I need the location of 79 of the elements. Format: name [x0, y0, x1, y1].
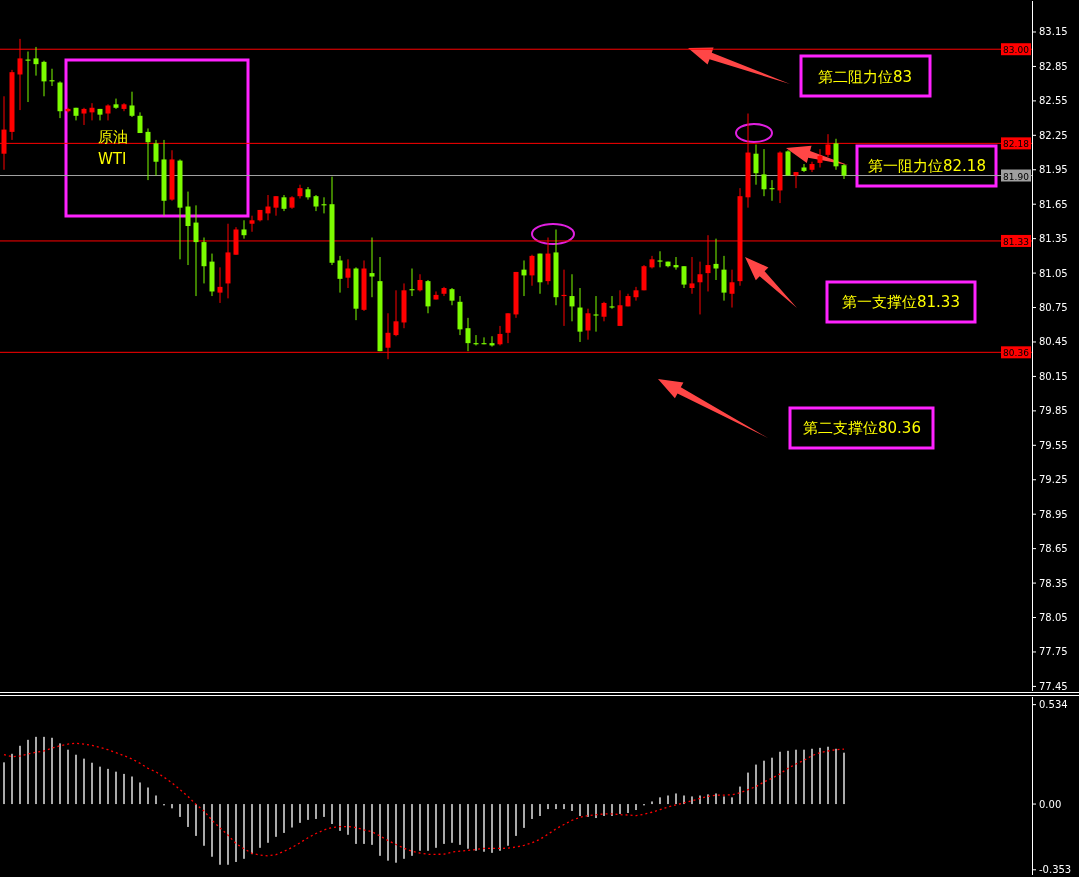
y-tick-label: 0.534 [1039, 699, 1068, 711]
candlestick [569, 273, 575, 322]
ref-line-label: 81.90 [1003, 171, 1030, 182]
y-tick-label: 82.85 [1039, 60, 1068, 72]
annotation: 第二支撑位80.36 [803, 419, 921, 437]
candlestick [369, 237, 375, 298]
y-tick-label: 78.95 [1039, 508, 1068, 520]
candlestick [833, 138, 839, 171]
candlestick [585, 308, 591, 341]
ref-line-label: 83.00 [1003, 45, 1030, 56]
candlestick [713, 238, 719, 281]
candlestick [689, 256, 695, 295]
candlestick [249, 215, 255, 233]
y-tick-label: 77.45 [1039, 680, 1068, 692]
candlestick [81, 107, 87, 126]
y-tick-label: 81.95 [1039, 164, 1068, 176]
annotation: 第二阻力位83 [817, 68, 913, 86]
candlestick [145, 127, 151, 181]
line-series [3, 742, 845, 857]
candlestick [113, 98, 119, 110]
candlestick [609, 295, 615, 310]
candlestick [801, 163, 807, 173]
y-tick-label: 80.15 [1039, 370, 1068, 382]
candlestick [681, 265, 687, 289]
candlestick [729, 269, 735, 309]
candlestick [489, 335, 495, 348]
y-tick-label: 0.00 [1039, 798, 1062, 810]
candlestick [721, 255, 727, 302]
y-tick-label: 79.55 [1039, 439, 1068, 451]
candlestick [673, 256, 679, 271]
candlestick [185, 191, 191, 266]
annotation: 第一支撑位81.33 [842, 293, 960, 311]
candlestick [633, 286, 639, 302]
candlestick [465, 317, 471, 352]
y-tick-label: 78.05 [1039, 612, 1068, 624]
candlestick [97, 108, 103, 121]
candlestick [761, 148, 767, 197]
candlestick [793, 171, 799, 189]
candlestick [41, 60, 47, 97]
candlestick [697, 261, 703, 315]
y-tick-label: 81.65 [1039, 198, 1068, 210]
ref-line-label: 81.33 [1003, 236, 1029, 247]
candlestick [273, 195, 279, 217]
candlestick [193, 204, 199, 297]
candlestick [345, 258, 351, 289]
candlestick [497, 325, 503, 346]
annotation: 第一阻力位82.18 [868, 157, 986, 175]
y-tick-label: 81.35 [1039, 233, 1068, 245]
y-tick-label: 82.25 [1039, 129, 1068, 141]
y-tick-label: 79.25 [1039, 474, 1068, 486]
candlestick [657, 250, 663, 268]
y-tick-label: 78.65 [1039, 543, 1068, 555]
candlestick [129, 91, 135, 118]
candlestick [241, 219, 247, 240]
candlestick [217, 266, 223, 304]
y-tick-label: 82.55 [1039, 95, 1068, 107]
y-tick-label: 81.05 [1039, 267, 1068, 279]
candlestick [505, 312, 511, 344]
annotation: 原油 WTI [98, 128, 128, 168]
candlestick [337, 255, 343, 294]
ref-line-label: 80.36 [1003, 348, 1030, 359]
candlestick [393, 289, 399, 337]
candlestick [817, 148, 823, 168]
y-tick-label: 83.15 [1039, 26, 1068, 38]
y-tick-label: 80.75 [1039, 302, 1068, 314]
y-tick-label: 77.75 [1039, 646, 1068, 658]
y-tick-label: 79.85 [1039, 405, 1068, 417]
y-tick-label: -0.353 [1039, 864, 1072, 876]
candlestick [601, 301, 607, 322]
candlestick [153, 139, 159, 177]
candlestick [433, 290, 439, 300]
candlestick [33, 46, 39, 77]
y-tick-label: 78.35 [1039, 577, 1068, 589]
y-tick-label: 80.45 [1039, 336, 1068, 348]
candlestick [753, 144, 759, 186]
candlestick [529, 254, 535, 287]
candlestick [617, 289, 623, 327]
ref-line-label: 82.18 [1003, 139, 1030, 150]
candlestick [593, 295, 599, 333]
